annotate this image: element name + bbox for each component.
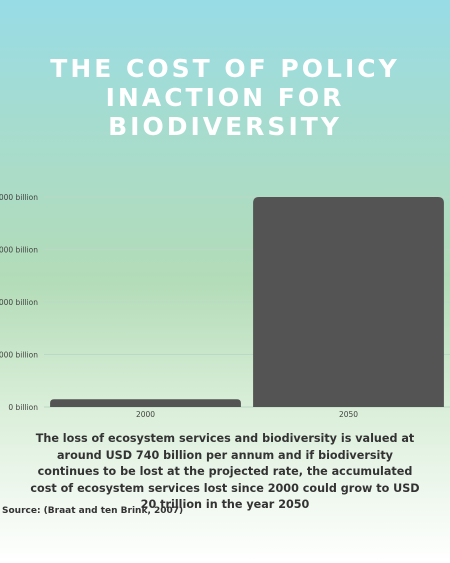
y-tick-label: 15000 billion bbox=[0, 246, 38, 255]
bar-chart: 0 billion 5000 billion 10000 billion 15000 … bbox=[0, 193, 450, 419]
title-line-3: BIODIVERSITY bbox=[108, 112, 342, 141]
x-tick-label: 2050 bbox=[339, 410, 358, 419]
source-citation: Source: (Braat and ten Brink, 2007) bbox=[2, 506, 184, 516]
y-tick-label: 0 billion bbox=[8, 403, 38, 412]
title-line-1: THE COST OF POLICY bbox=[50, 54, 400, 83]
title-line-2: INACTION FOR bbox=[105, 83, 345, 112]
y-tick-label: 5000 billion bbox=[0, 351, 38, 360]
y-tick-label: 10000 billion bbox=[0, 298, 38, 307]
page-title: THE COST OF POLICY INACTION FOR BIODIVER… bbox=[0, 54, 450, 141]
y-tick-label: 20000 billion bbox=[0, 193, 38, 202]
chart-caption: The loss of ecosystem services and biodi… bbox=[30, 432, 420, 511]
bar-2050 bbox=[253, 197, 444, 407]
bar-2000 bbox=[50, 399, 241, 407]
x-tick-label: 2000 bbox=[136, 410, 155, 419]
